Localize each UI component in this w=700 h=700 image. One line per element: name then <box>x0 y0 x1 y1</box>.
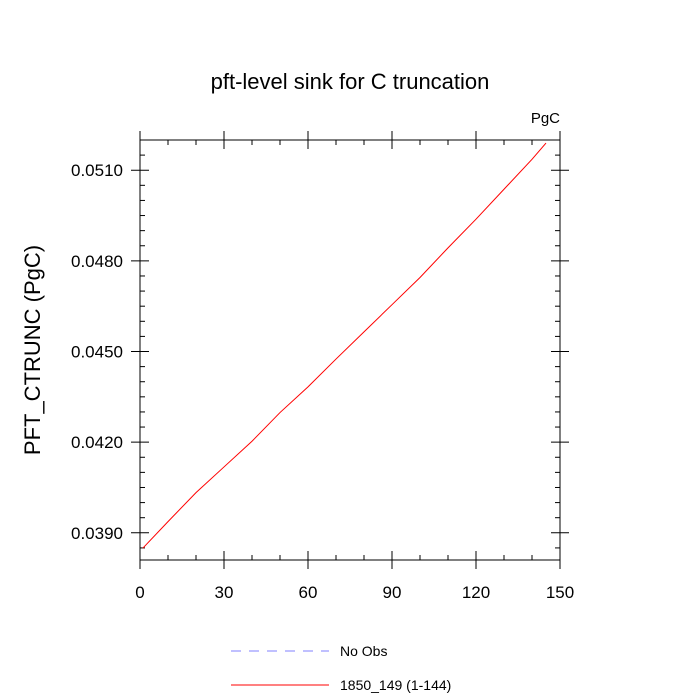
legend-label: 1850_149 (1-144) <box>340 677 451 693</box>
legend-label: No Obs <box>340 643 387 659</box>
units-label: PgC <box>531 110 560 127</box>
x-tick-label: 90 <box>383 583 402 602</box>
axis-ticks: 0 30 60 90 120 150 0.0390 0.0420 0.0450 0.0480 0.0… <box>71 131 574 602</box>
x-tick-label: 150 <box>546 583 574 602</box>
y-tick-label: 0.0450 <box>71 343 123 362</box>
chart-title: pft-level sink for C truncation <box>211 69 490 94</box>
x-tick-label: 0 <box>135 583 144 602</box>
y-tick-label: 0.0390 <box>71 524 123 543</box>
x-tick-label: 30 <box>215 583 234 602</box>
series-line <box>142 142 547 549</box>
y-tick-label: 0.0480 <box>71 252 123 271</box>
legend: No Obs 1850_149 (1-144) <box>231 643 451 693</box>
x-tick-label: 120 <box>462 583 490 602</box>
series-layer <box>142 142 547 549</box>
x-tick-label: 60 <box>299 583 318 602</box>
y-tick-label: 0.0510 <box>71 161 123 180</box>
y-axis-label: PFT_CTRUNC (PgC) <box>20 245 45 455</box>
y-tick-label: 0.0420 <box>71 433 123 452</box>
plot-frame <box>139 139 561 561</box>
